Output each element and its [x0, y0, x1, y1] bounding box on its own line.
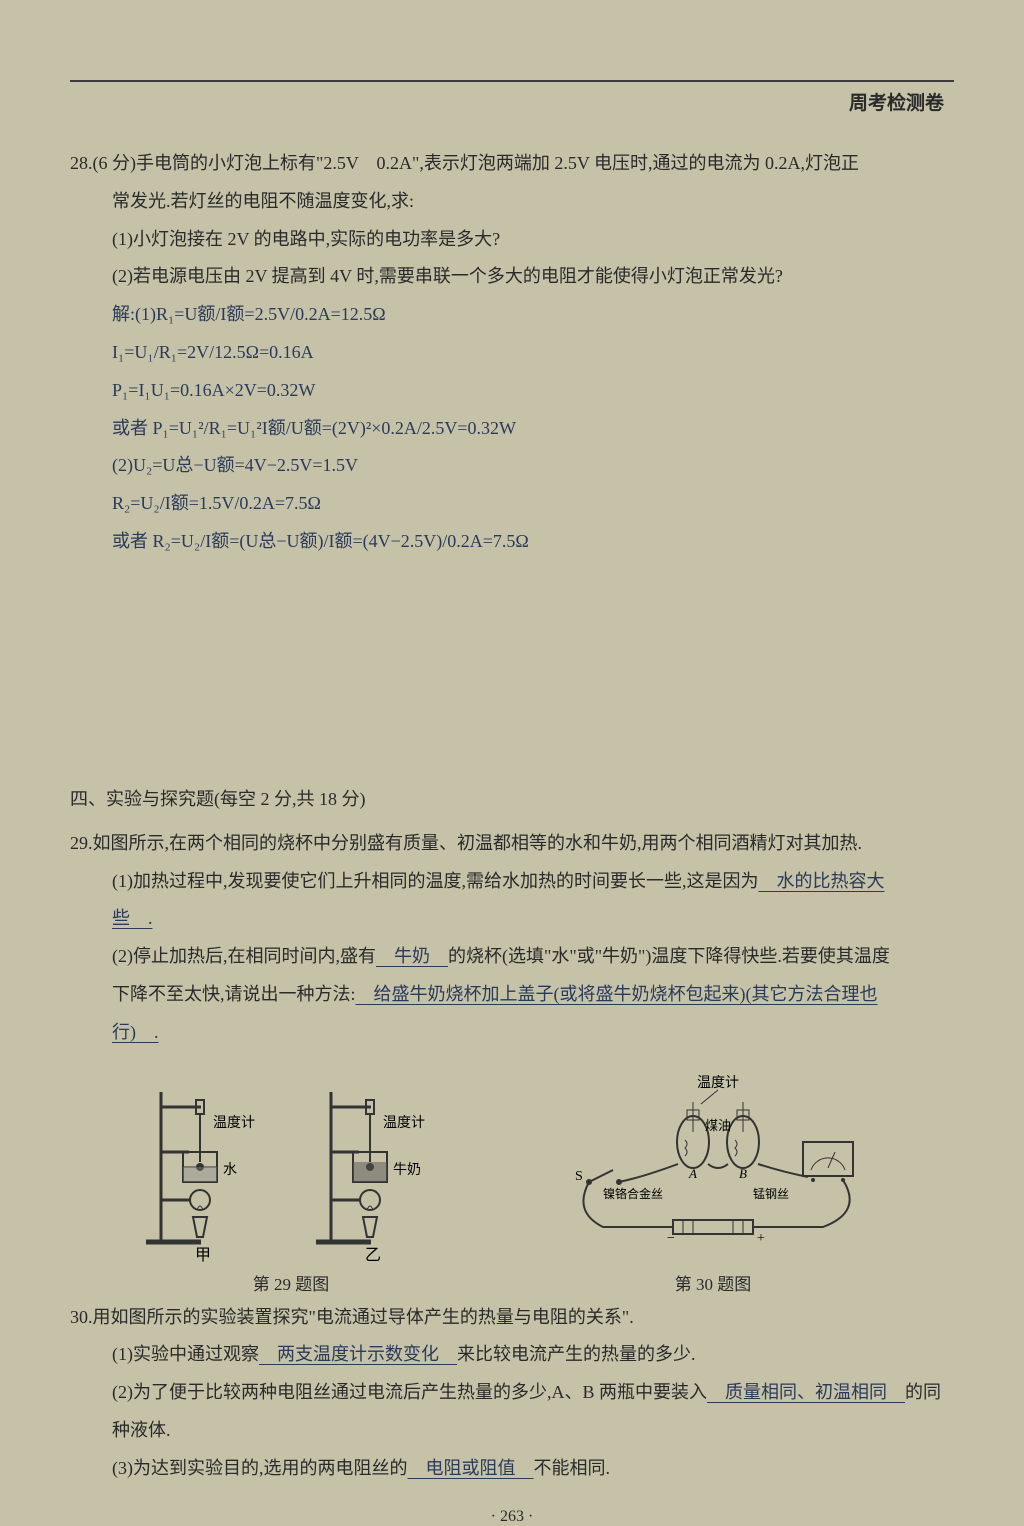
q29-p2b: 的烧杯(选填"水"或"牛奶")温度下降得快些.若要使其温度 — [448, 946, 890, 966]
header-rule — [70, 80, 954, 82]
section4-title: 四、实验与探究题(每空 2 分,共 18 分) — [70, 781, 954, 817]
q30-p1b: 来比较电流产生的热量的多少. — [457, 1344, 696, 1364]
label-thermo-2: 温度计 — [383, 1115, 425, 1131]
q30-p1: (1)实验中通过观察 两支温度计示数变化 来比较电流产生的热量的多少. — [70, 1336, 954, 1374]
q30-stem-text: 用如图所示的实验装置探究"电流通过导体产生的热量与电阻的关系". — [93, 1307, 634, 1327]
q28-points: (6 分) — [93, 153, 137, 173]
question-30: 30.用如图所示的实验装置探究"电流通过导体产生的热量与电阻的关系". (1)实… — [70, 1299, 954, 1488]
label-B: B — [739, 1166, 747, 1181]
label-oil: 煤油 — [705, 1118, 731, 1133]
q29-stem-text: 如图所示,在两个相同的烧杯中分别盛有质量、初温都相等的水和牛奶,用两个相同酒精灯… — [93, 833, 863, 853]
q30-p3b: 不能相同. — [534, 1458, 611, 1478]
label-thermo-1: 温度计 — [213, 1115, 255, 1131]
q30-p2-line1: (2)为了便于比较两种电阻丝通过电流后产生热量的多少,A、B 两瓶中要装入 质量… — [70, 1374, 954, 1412]
label-A: A — [688, 1166, 697, 1181]
q29-p2-line2: 下降不至太快,请说出一种方法: 给盛牛奶烧杯加上盖子(或将盛牛奶烧杯包起来)(其… — [70, 976, 954, 1014]
label-wire2: 锰钢丝 — [753, 1186, 789, 1201]
q28-stem1: 手电筒的小灯泡上标有"2.5V 0.2A",表示灯泡两端加 2.5V 电压时,通… — [136, 153, 859, 173]
q28-sol-0: 解:(1)R₁=U额/I额=2.5V/0.2A=12.5Ω — [70, 296, 954, 334]
label-yi: 乙 — [365, 1247, 381, 1262]
q29-p1a: (1)加热过程中,发现要使它们上升相同的温度,需给水加热的时间要长一些,这是因为 — [112, 871, 759, 891]
q28-stem-line2: 常发光.若灯丝的电阻不随温度变化,求: — [70, 183, 954, 221]
q29-p1b: 些 . — [112, 908, 153, 928]
q29-p1-line2: 些 . — [70, 900, 954, 938]
q28-sol-4: (2)U₂=U总−U额=4V−2.5V=1.5V — [70, 447, 954, 485]
label-milk: 牛奶 — [393, 1162, 421, 1178]
q28-sol-6: 或者 R₂=U₂/I额=(U总−U额)/I额=(4V−2.5V)/0.2A=7.… — [70, 523, 954, 561]
q29-p2-ans1: 牛奶 — [376, 946, 448, 966]
q28-part2: (2)若电源电压由 2V 提高到 4V 时,需要串联一个多大的电阻才能使得小灯泡… — [70, 258, 954, 296]
label-wire1: 镍铬合金丝 — [603, 1186, 663, 1201]
q28-sol-3: 或者 P₁=U₁²/R₁=U₁²I额/U额=(2V)²×0.2A/2.5V=0.… — [70, 410, 954, 448]
q29-stem: 29.如图所示,在两个相同的烧杯中分别盛有质量、初温都相等的水和牛奶,用两个相同… — [70, 825, 954, 863]
q30-p3-ans: 电阻或阻值 — [408, 1458, 534, 1478]
q29-p2-line3: 行) . — [70, 1014, 954, 1052]
q30-num: 30. — [70, 1307, 93, 1327]
q29-p1-ans: 水的比热容大 — [759, 871, 885, 891]
svg-text:−: − — [667, 1231, 675, 1246]
circuit-icon: 温度计 A B 煤油 S 镍铬合金丝 — [543, 1072, 883, 1262]
q29-p1-line1: (1)加热过程中,发现要使它们上升相同的温度,需给水加热的时间要长一些,这是因为… — [70, 863, 954, 901]
fig30-caption: 第 30 题图 — [675, 1270, 752, 1295]
label-switch: S — [575, 1169, 583, 1184]
page-number: · 263 · — [70, 1508, 954, 1526]
q29-p2-ans2: 给盛牛奶烧杯加上盖子(或将盛牛奶烧杯包起来)(其它方法合理也 — [356, 984, 878, 1004]
q28-num: 28. — [70, 153, 93, 173]
q30-p2-ans: 质量相同、初温相同 — [707, 1382, 905, 1402]
q30-p2a: (2)为了便于比较两种电阻丝通过电流后产生热量的多少,A、B 两瓶中要装入 — [112, 1382, 707, 1402]
question-29: 29.如图所示,在两个相同的烧杯中分别盛有质量、初温都相等的水和牛奶,用两个相同… — [70, 825, 954, 1052]
question-28: 28.(6 分)手电筒的小灯泡上标有"2.5V 0.2A",表示灯泡两端加 2.… — [70, 145, 954, 561]
q29-p2d: 行) . — [112, 1022, 159, 1042]
label-water: 水 — [223, 1162, 237, 1178]
apparatus-jia-icon: 温度计 水 甲 — [141, 1082, 271, 1262]
label-thermo-3: 温度计 — [697, 1075, 739, 1091]
q28-sol-5: R₂=U₂/I额=1.5V/0.2A=7.5Ω — [70, 485, 954, 523]
q30-p1a: (1)实验中通过观察 — [112, 1344, 259, 1364]
q30-p2b: 的同 — [905, 1382, 941, 1402]
fig29-caption: 第 29 题图 — [253, 1270, 330, 1295]
q28-stem-line1: 28.(6 分)手电筒的小灯泡上标有"2.5V 0.2A",表示灯泡两端加 2.… — [70, 145, 954, 183]
label-jia: 甲 — [195, 1247, 211, 1262]
q29-p2-line1: (2)停止加热后,在相同时间内,盛有 牛奶 的烧杯(选填"水"或"牛奶")温度下… — [70, 938, 954, 976]
svg-text:+: + — [757, 1231, 765, 1246]
q30-p2-line2: 种液体. — [70, 1412, 954, 1450]
q30-p3: (3)为达到实验目的,选用的两电阻丝的 电阻或阻值 不能相同. — [70, 1450, 954, 1488]
q30-p1-ans: 两支温度计示数变化 — [259, 1344, 457, 1364]
q29-p2a: (2)停止加热后,在相同时间内,盛有 — [112, 946, 376, 966]
figure-30: 温度计 A B 煤油 S 镍铬合金丝 — [543, 1072, 883, 1295]
figure-29-pair: 温度计 水 甲 温度计 — [141, 1082, 441, 1262]
q30-stem: 30.用如图所示的实验装置探究"电流通过导体产生的热量与电阻的关系". — [70, 1299, 954, 1337]
figure-29: 温度计 水 甲 温度计 — [141, 1082, 441, 1295]
q28-part1: (1)小灯泡接在 2V 的电路中,实际的电功率是多大? — [70, 221, 954, 259]
q29-num: 29. — [70, 833, 93, 853]
apparatus-yi-icon: 温度计 牛奶 乙 — [311, 1082, 441, 1262]
figure-row: 温度计 水 甲 温度计 — [70, 1072, 954, 1295]
q30-p3a: (3)为达到实验目的,选用的两电阻丝的 — [112, 1458, 408, 1478]
q29-p2c: 下降不至太快,请说出一种方法: — [112, 984, 356, 1004]
header-title: 周考检测卷 — [70, 88, 954, 115]
q28-sol-2: P₁=I₁U₁=0.16A×2V=0.32W — [70, 372, 954, 410]
q28-sol-1: I₁=U₁/R₁=2V/12.5Ω=0.16A — [70, 334, 954, 372]
